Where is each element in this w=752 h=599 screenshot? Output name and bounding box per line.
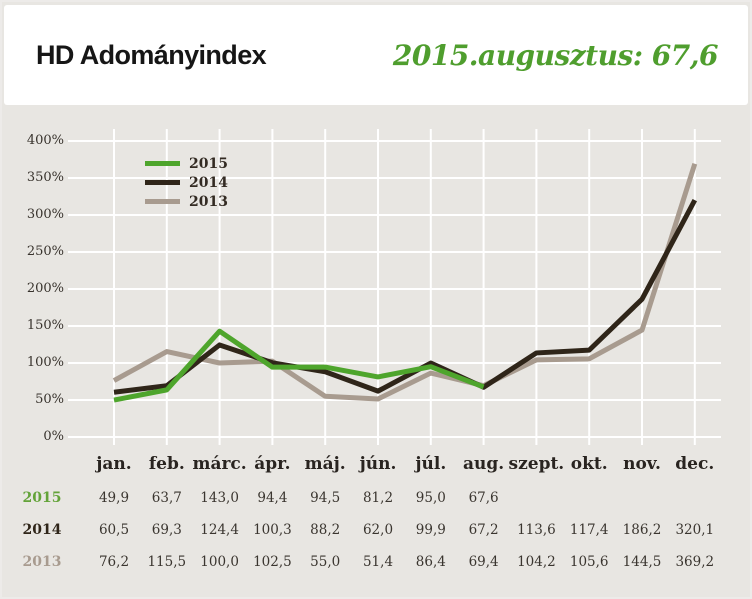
table-value-2013-dec: 369,2: [675, 554, 715, 570]
table-value-2014-okt: 117,4: [569, 522, 609, 538]
month-label-jún: jún.: [359, 454, 397, 474]
month-label-nov: nov.: [623, 454, 661, 474]
table-year-label-2013: 2013: [22, 554, 62, 570]
table-value-2014-aug: 67,2: [468, 522, 499, 538]
table-year-label-2014: 2014: [22, 522, 62, 538]
legend-item-2014: 2014: [145, 173, 228, 192]
current-index-value: 2015.augusztus: 67,6: [392, 38, 719, 72]
table-value-2013-szept: 104,2: [517, 554, 556, 570]
table-value-2014-ápr: 100,3: [253, 522, 292, 538]
table-value-2013-máj: 55,0: [310, 554, 341, 570]
month-label-dec: dec.: [675, 454, 715, 474]
legend-swatch-2014: [145, 180, 180, 185]
page-title: HD Adományindex: [36, 39, 267, 70]
month-label-márc: márc.: [192, 454, 247, 474]
month-label-aug: aug.: [463, 454, 505, 474]
month-label-jan: jan.: [96, 454, 132, 474]
table-value-2014-júl: 99,9: [415, 522, 446, 538]
legend-label: 2013: [189, 193, 228, 210]
table-value-2014-feb: 69,3: [151, 522, 182, 538]
table-value-2013-júl: 86,4: [415, 554, 446, 570]
table-value-2014-jún: 62,0: [362, 522, 394, 538]
table-value-2013-ápr: 102,5: [253, 554, 292, 570]
month-label-feb: feb.: [148, 454, 185, 474]
series-line-2013: [112, 163, 698, 402]
series-line-2015: [113, 328, 485, 403]
table-value-2015-júl: 95,0: [415, 490, 446, 506]
header-card: HD Adományindex 2015.augusztus: 67,6: [4, 5, 748, 105]
table-value-2015-feb: 63,7: [151, 490, 182, 506]
legend-swatch-2013: [145, 199, 180, 204]
y-tick-label: 400%: [26, 133, 64, 148]
series-line-2014: [113, 198, 698, 395]
y-tick-label: 350%: [26, 170, 64, 185]
table-value-2013-aug: 69,4: [468, 554, 499, 570]
legend-swatch-2015: [145, 161, 180, 166]
table-value-2014-nov: 186,2: [622, 522, 662, 538]
month-label-ápr: ápr.: [254, 454, 291, 474]
chart-legend: 2015 2014 2013: [145, 154, 228, 211]
month-label-júl: júl.: [415, 454, 447, 474]
table-value-2013-feb: 115,5: [147, 554, 187, 570]
table-value-2014-szept: 113,6: [517, 522, 556, 538]
y-tick-label: 300%: [26, 207, 64, 222]
table-value-2013-jan: 76,2: [98, 554, 130, 570]
legend-item-2015: 2015: [145, 154, 228, 173]
y-tick-label: 100%: [26, 355, 64, 370]
month-label-okt: okt.: [570, 454, 608, 474]
table-value-2014-jan: 60,5: [98, 522, 130, 538]
y-tick-label: 150%: [26, 318, 64, 333]
y-tick-label: 250%: [26, 244, 64, 259]
legend-label: 2014: [189, 174, 228, 191]
table-value-2013-nov: 144,5: [622, 554, 662, 570]
table-year-label-2015: 2015: [22, 490, 62, 506]
legend-label: 2015: [189, 155, 228, 172]
month-label-szept: szept.: [508, 454, 565, 474]
table-value-2015-jún: 81,2: [362, 490, 394, 506]
table-value-2015-jan: 49,9: [98, 490, 130, 506]
table-value-2015-ápr: 94,4: [257, 490, 288, 506]
table-value-2013-márc: 100,0: [200, 554, 239, 570]
table-value-2014-márc: 124,4: [200, 522, 239, 538]
table-value-2015-máj: 94,5: [310, 490, 341, 506]
y-tick-label: 0%: [43, 429, 64, 444]
table-value-2015-márc: 143,0: [200, 490, 239, 506]
y-tick-label: 50%: [35, 392, 64, 407]
legend-item-2013: 2013: [145, 192, 228, 211]
table-value-2014-máj: 88,2: [310, 522, 341, 538]
table-value-2013-okt: 105,6: [569, 554, 609, 570]
y-tick-label: 200%: [26, 281, 64, 296]
table-value-2013-jún: 51,4: [362, 554, 394, 570]
table-value-2014-dec: 320,1: [675, 522, 715, 538]
table-value-2015-aug: 67,6: [468, 490, 499, 506]
month-label-máj: máj.: [304, 454, 346, 474]
